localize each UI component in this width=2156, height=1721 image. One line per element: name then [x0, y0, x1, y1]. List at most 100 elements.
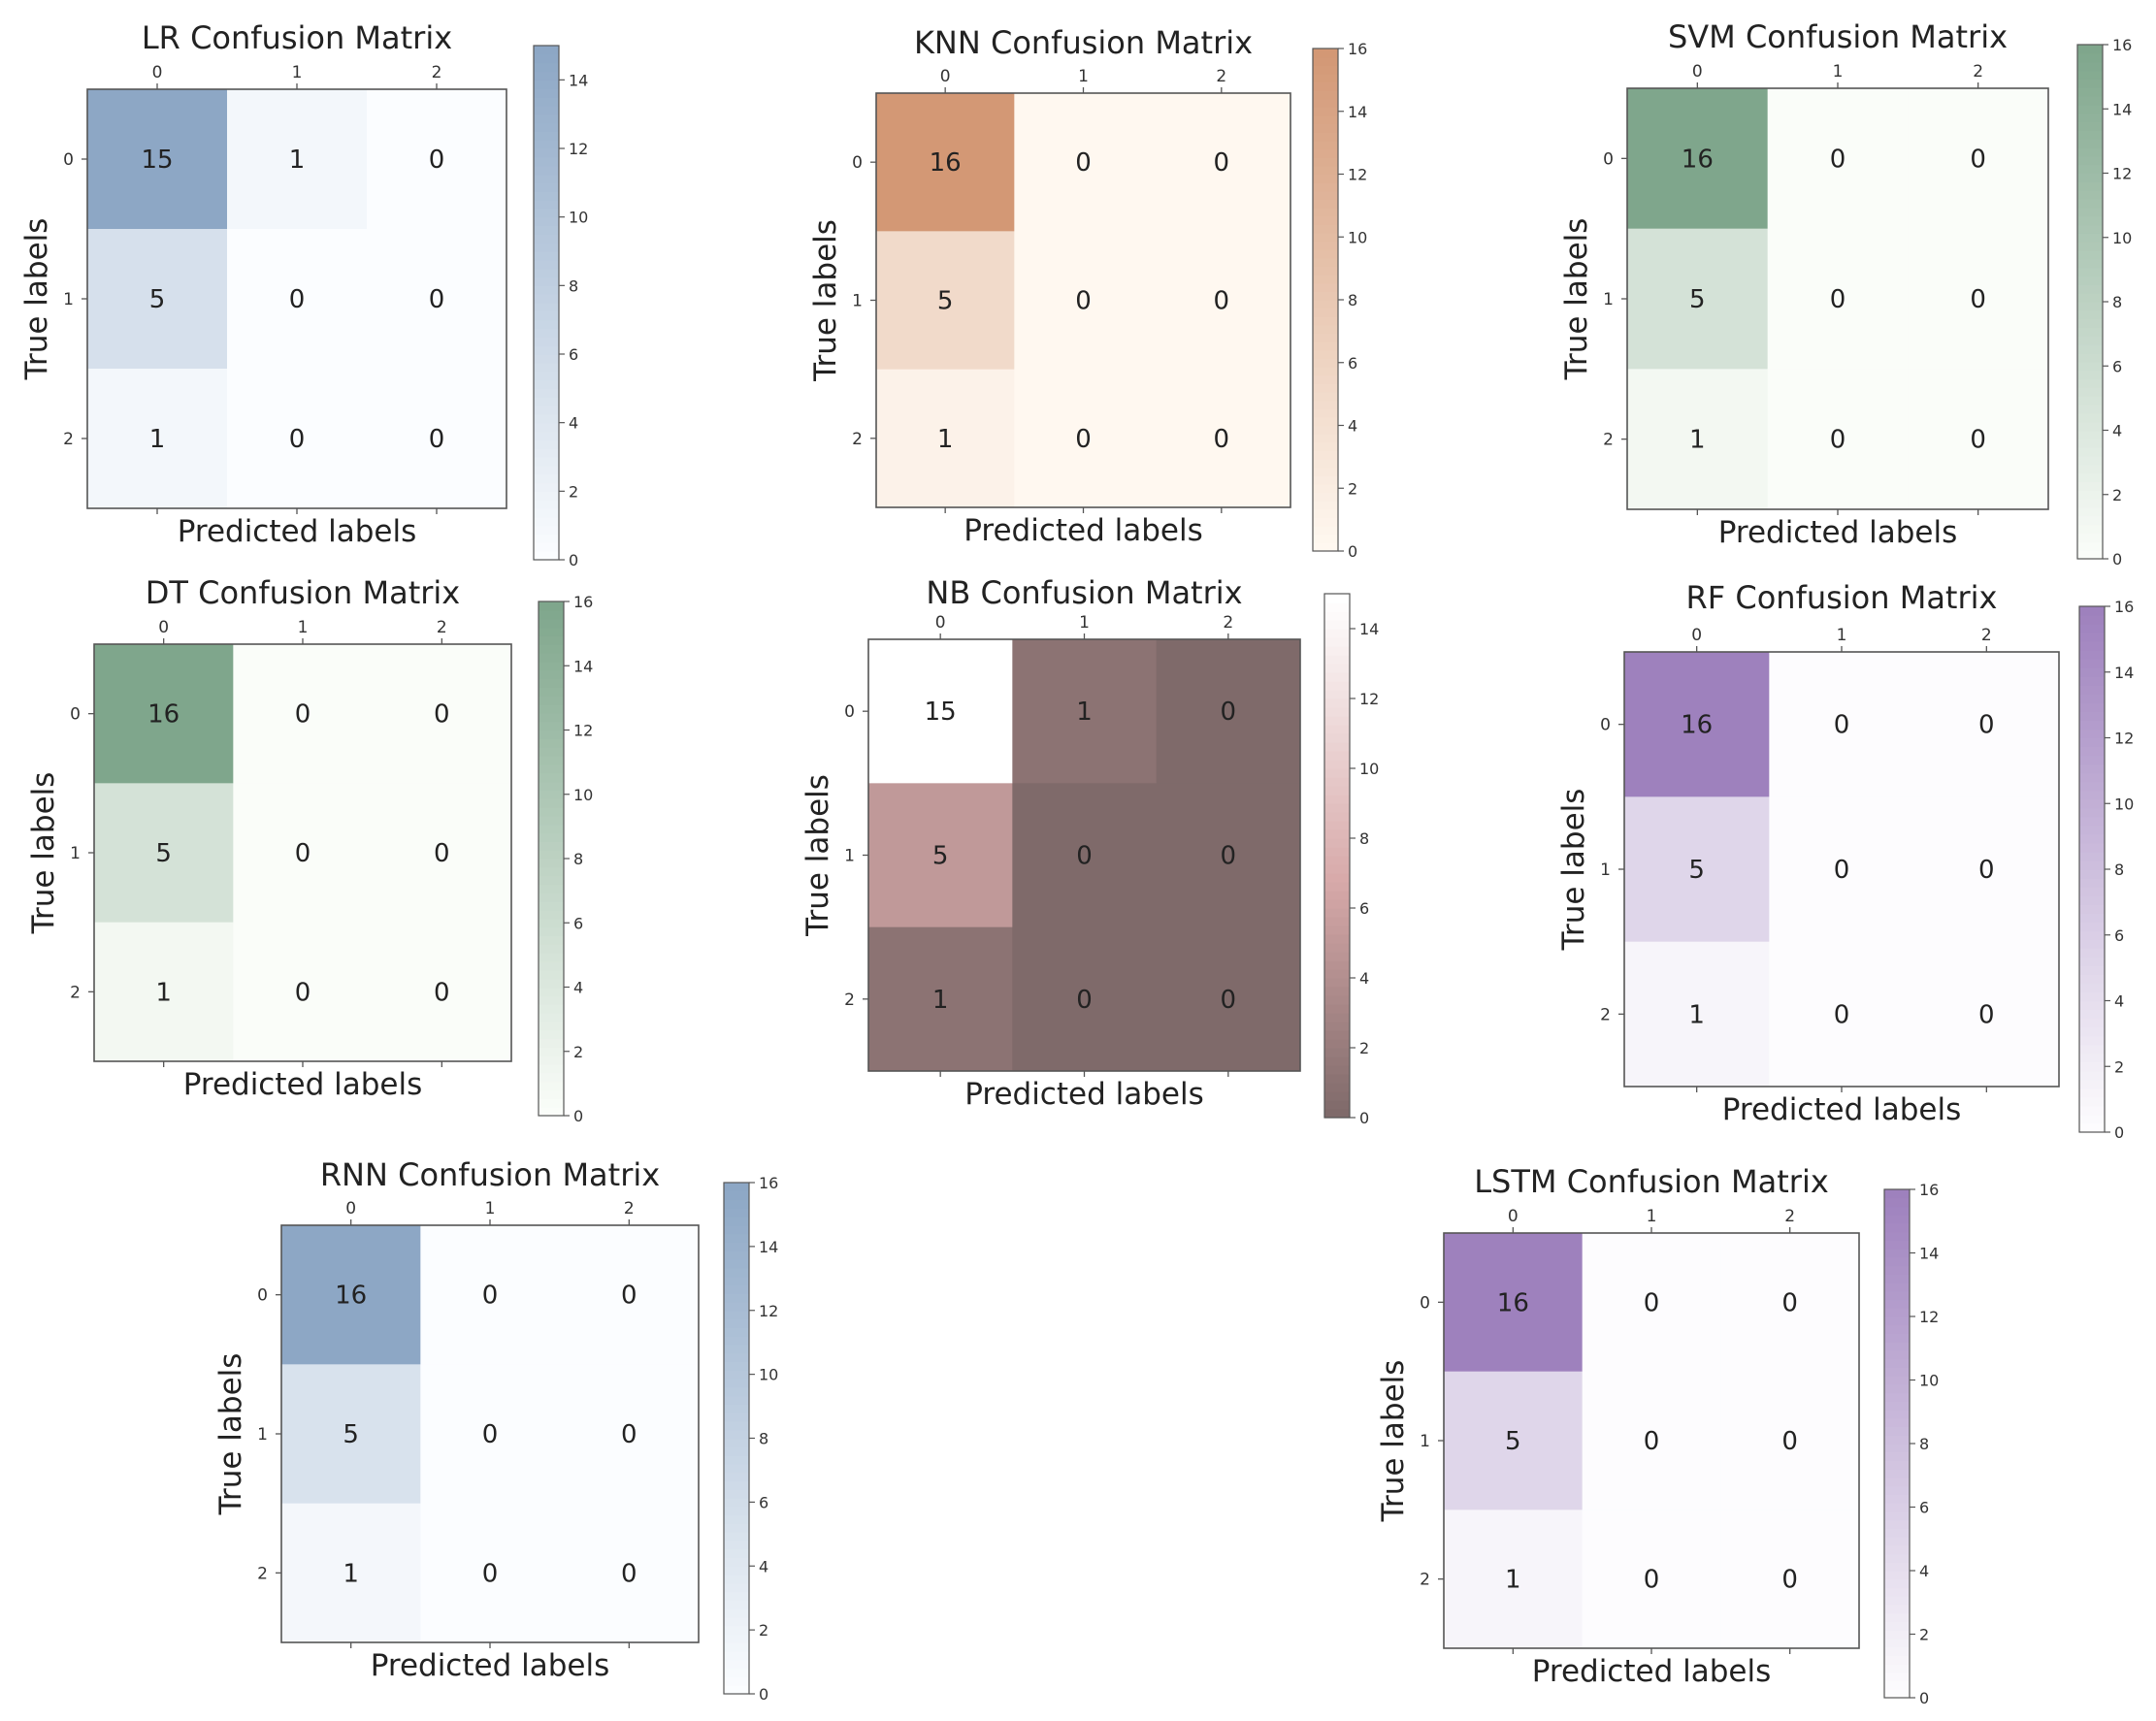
rf-colorbar-segment-16 [2079, 983, 2105, 993]
rnn-y-axis-label: True labels [213, 1353, 248, 1516]
rf-colorbar-tick-label-1: 2 [2114, 1057, 2124, 1076]
dt-cell-label-r0-c2: 0 [434, 700, 450, 730]
rnn-colorbar-segment-24 [724, 1480, 749, 1490]
nb-colorbar-segment-42 [1324, 742, 1350, 752]
svm-colorbar-segment-25 [2077, 336, 2103, 345]
knn-cell-r2-c1 [1014, 369, 1154, 508]
knn-colorbar-segment-15 [1313, 416, 1338, 427]
dt-colorbar-segment-27 [539, 875, 564, 886]
svm-colorbar-segment-17 [2077, 405, 2103, 414]
svm-colorbar-tick-label-5: 10 [2112, 229, 2132, 247]
svm-colorbar-segment-1 [2077, 541, 2103, 551]
knn-colorbar-segment-45 [1313, 165, 1338, 176]
knn-cell-r0-c2 [1152, 93, 1291, 232]
lstm-cell-r1-c2 [1720, 1371, 1860, 1510]
rf-colorbar-segment-30 [2079, 860, 2105, 870]
dt-colorbar-segment-45 [539, 721, 564, 731]
nb-colorbar-segment-37 [1324, 786, 1350, 796]
knn-colorbar-segment-28 [1313, 308, 1338, 317]
svm-colorbar-segment-59 [2077, 45, 2103, 54]
rf-cell-r0-c1 [1769, 652, 1915, 797]
lstm-cell-label-r1-c2: 0 [1781, 1427, 1798, 1456]
rnn-colorbar-segment-46 [724, 1293, 749, 1303]
nb-cell-r1-c1 [1012, 783, 1158, 928]
svm-colorbar-tick-label-2: 4 [2112, 422, 2122, 440]
lr-cell-r2-c0 [87, 369, 228, 509]
knn-colorbar-segment-43 [1313, 182, 1338, 192]
lstm-colorbar-segment-20 [1884, 1519, 1910, 1529]
nb-colorbar-tick-label-1: 2 [1359, 1039, 1369, 1057]
rf-cell-label-r0-c1: 0 [1834, 711, 1850, 740]
nb-colorbar-segment-7 [1324, 1048, 1350, 1057]
lr-chart-title: LR Confusion Matrix [142, 19, 452, 56]
knn-colorbar-segment-31 [1313, 282, 1338, 292]
svm-x-axis-label: Predicted labels [1718, 515, 1958, 550]
nb-colorbar-segment-11 [1324, 1013, 1350, 1023]
knn-colorbar-segment-20 [1313, 374, 1338, 384]
lr-colorbar-tick-label-3: 6 [569, 345, 578, 364]
dt-colorbar-segment-3 [539, 1081, 564, 1091]
rnn-colorbar-segment-10 [724, 1600, 749, 1609]
lstm-x-tick-label-1: 1 [1647, 1207, 1657, 1226]
lr-colorbar-tick-label-0: 0 [569, 551, 578, 569]
rnn-colorbar-tick-label-5: 10 [759, 1366, 778, 1384]
rnn-colorbar-segment-3 [724, 1659, 749, 1670]
rnn-colorbar-segment-43 [724, 1318, 749, 1328]
knn-y-axis-label: True labels [808, 219, 843, 382]
rnn-cell-r2-c2 [559, 1503, 700, 1643]
nb-colorbar-segment-21 [1324, 925, 1350, 935]
lstm-colorbar-tick-label-2: 4 [1919, 1562, 1929, 1580]
dt-colorbar-segment-6 [539, 1055, 564, 1065]
dt-cell-label-r1-c1: 0 [295, 839, 311, 868]
dt-cell-r2-c2 [372, 922, 512, 1062]
dt-x-tick-label-2: 2 [437, 618, 447, 637]
lstm-colorbar-segment-52 [1884, 1249, 1910, 1258]
nb-colorbar-segment-59 [1324, 594, 1350, 603]
rnn-colorbar-segment-19 [724, 1523, 749, 1533]
rf-colorbar-segment-54 [2079, 650, 2105, 660]
dt-colorbar-tick-label-4: 8 [573, 850, 583, 868]
knn-colorbar-segment-13 [1313, 434, 1338, 443]
dt-colorbar-segment-32 [539, 832, 564, 842]
nb-colorbar-segment-55 [1324, 629, 1350, 638]
svm-colorbar-tick-label-7: 14 [2112, 100, 2132, 118]
lr-y-tick-label-0: 0 [63, 150, 74, 170]
svm-colorbar-segment-14 [2077, 430, 2103, 439]
nb-colorbar-segment-24 [1324, 899, 1350, 909]
lstm-cell-r2-c1 [1582, 1510, 1721, 1649]
svm-colorbar-segment-50 [2077, 121, 2103, 131]
lr-colorbar-segment-32 [534, 276, 559, 286]
rf-colorbar-segment-0 [2079, 1122, 2105, 1133]
rf-colorbar-segment-7 [2079, 1061, 2105, 1072]
dt-colorbar-segment-57 [539, 618, 564, 629]
rnn-colorbar-segment-11 [724, 1591, 749, 1601]
svm-colorbar-segment-28 [2077, 309, 2103, 320]
rnn-colorbar-segment-4 [724, 1651, 749, 1661]
lr-y-tick-label-2: 2 [63, 430, 74, 449]
lstm-colorbar-segment-48 [1884, 1283, 1910, 1292]
lstm-colorbar-tick-label-8: 16 [1919, 1181, 1939, 1199]
dt-colorbar-segment-10 [539, 1021, 564, 1031]
dt-cell-label-r1-c0: 5 [155, 839, 172, 868]
lstm-colorbar-segment-56 [1884, 1215, 1910, 1224]
rnn-x-tick-label-2: 2 [624, 1199, 635, 1218]
rnn-colorbar-segment-34 [724, 1395, 749, 1405]
knn-colorbar-segment-51 [1313, 115, 1338, 125]
rnn-colorbar-segment-48 [724, 1276, 749, 1285]
dt-colorbar-segment-39 [539, 772, 564, 783]
lr-colorbar-segment-44 [534, 174, 559, 183]
nb-colorbar-segment-56 [1324, 620, 1350, 630]
rnn-colorbar-tick-label-8: 16 [759, 1174, 778, 1192]
svm-cell-r0-c2 [1908, 88, 2049, 230]
lstm-cell-r2-c2 [1720, 1510, 1860, 1649]
dt-colorbar-segment-50 [539, 678, 564, 688]
lstm-colorbar-segment-9 [1884, 1612, 1910, 1622]
rnn-cell-r0-c1 [420, 1225, 561, 1365]
lr-colorbar-segment-11 [534, 457, 559, 467]
svm-colorbar-segment-52 [2077, 104, 2103, 114]
rf-colorbar-segment-49 [2079, 694, 2105, 703]
svm-colorbar-segment-48 [2077, 139, 2103, 148]
nb-colorbar-tick-label-3: 6 [1359, 899, 1369, 918]
dt-colorbar-segment-11 [539, 1013, 564, 1023]
